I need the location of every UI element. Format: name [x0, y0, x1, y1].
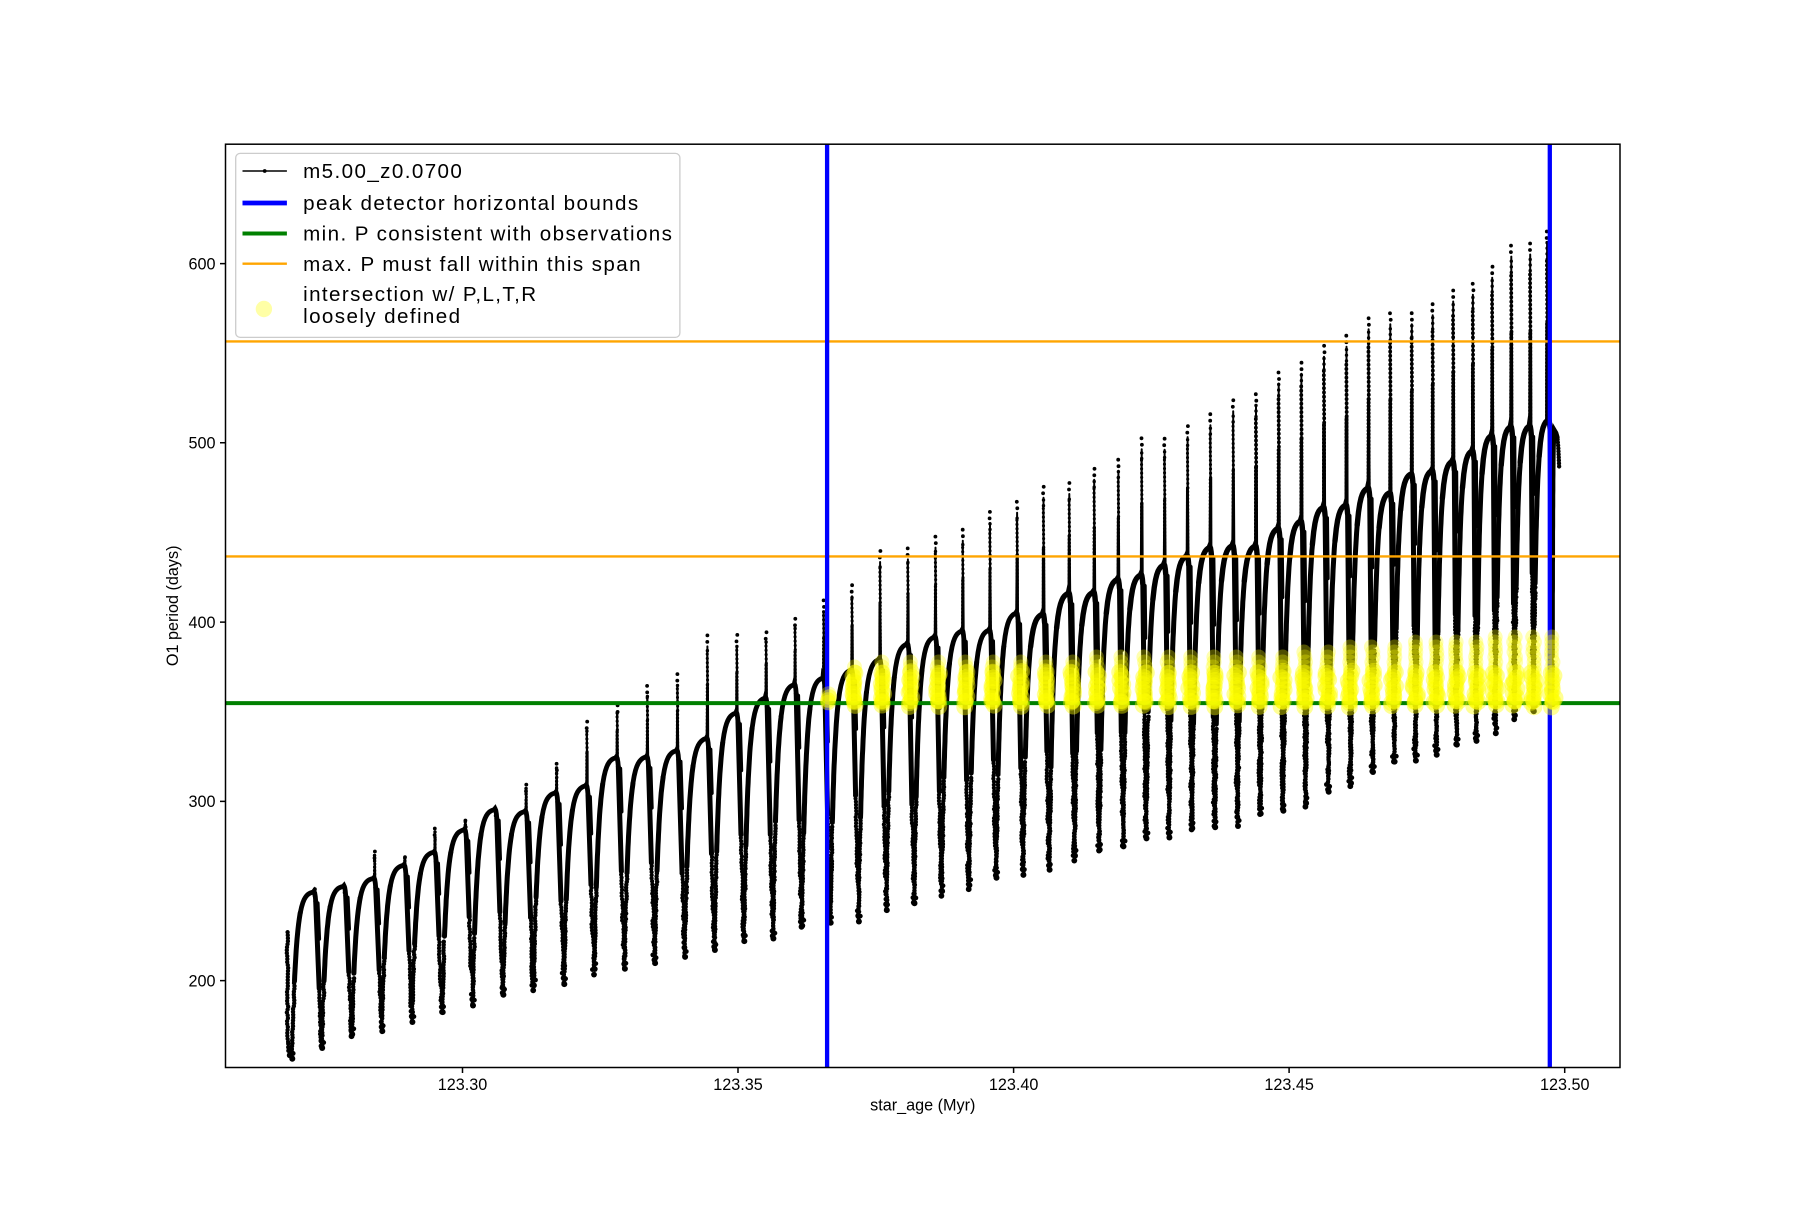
svg-text:123.40: 123.40 [989, 1076, 1039, 1094]
svg-text:m5.00_z0.0700: m5.00_z0.0700 [303, 160, 463, 183]
svg-text:intersection w/ P,L,T,R: intersection w/ P,L,T,R [303, 283, 537, 306]
svg-text:star_age (Myr): star_age (Myr) [870, 1097, 975, 1115]
svg-text:peak detector horizontal bound: peak detector horizontal bounds [303, 192, 639, 215]
svg-text:loosely defined: loosely defined [303, 305, 461, 328]
svg-text:500: 500 [188, 435, 215, 453]
svg-text:123.45: 123.45 [1264, 1076, 1314, 1094]
svg-text:123.50: 123.50 [1540, 1076, 1590, 1094]
svg-text:123.35: 123.35 [713, 1076, 763, 1094]
svg-text:600: 600 [188, 255, 215, 273]
svg-text:max. P must fall within this s: max. P must fall within this span [303, 253, 642, 276]
svg-text:400: 400 [188, 614, 215, 632]
svg-text:200: 200 [188, 972, 215, 990]
svg-text:O1 period (days): O1 period (days) [164, 546, 182, 667]
svg-text:min. P consistent with observa: min. P consistent with observations [303, 223, 673, 246]
svg-text:123.30: 123.30 [438, 1076, 488, 1094]
svg-text:300: 300 [188, 793, 215, 811]
